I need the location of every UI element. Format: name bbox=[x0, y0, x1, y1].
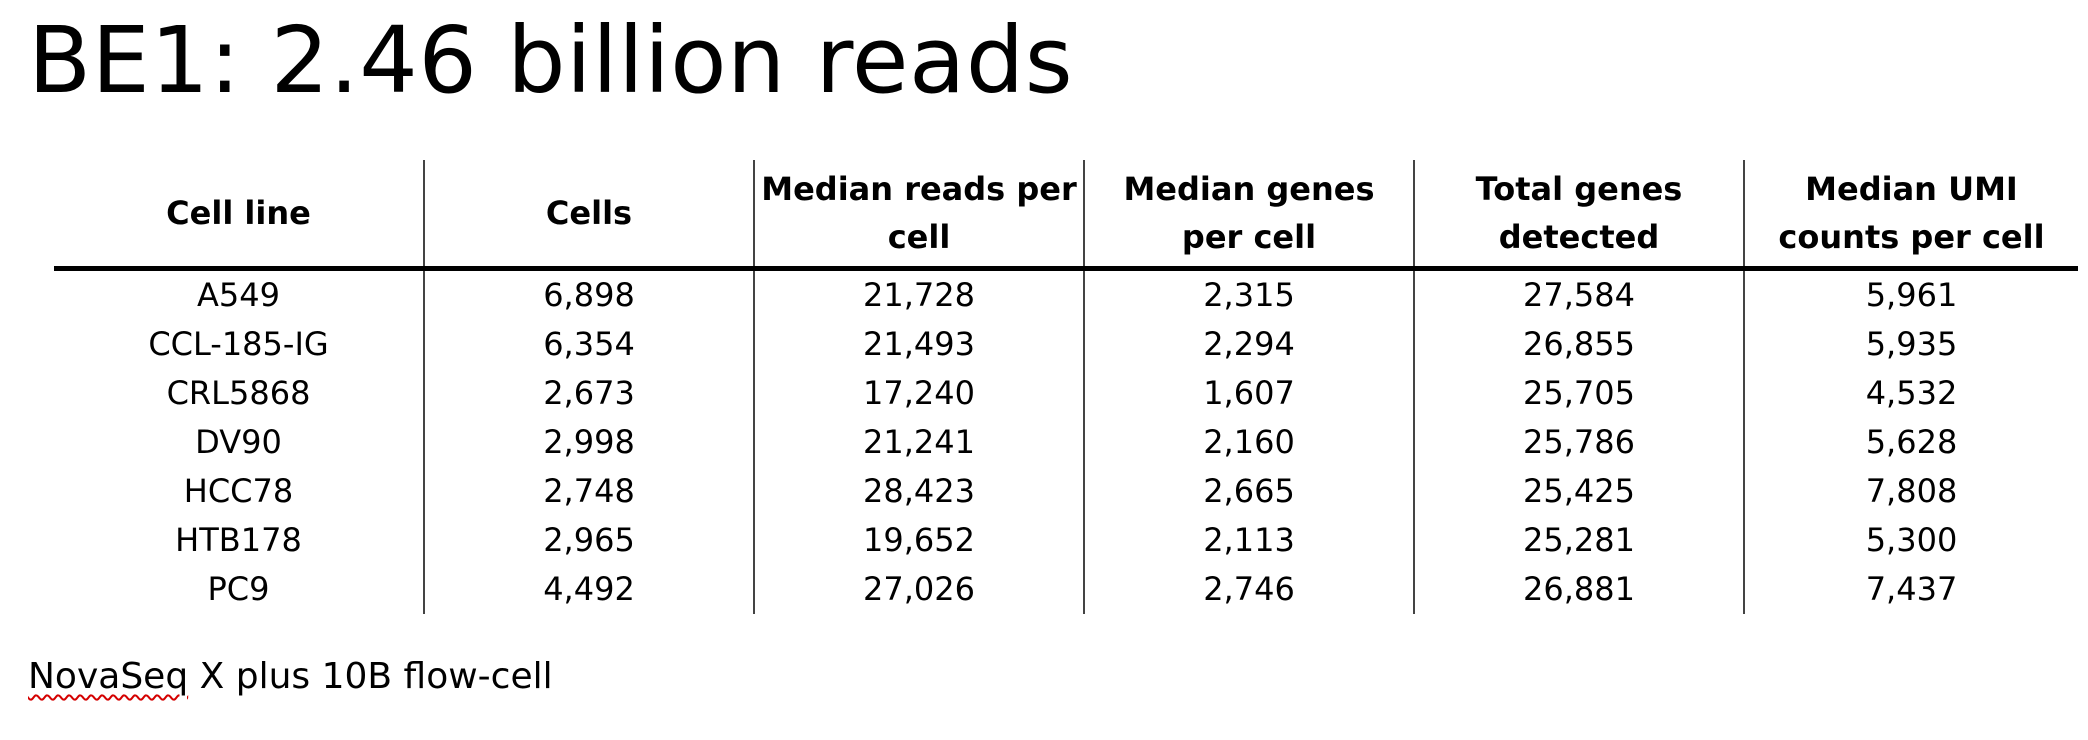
total-genes-value: 25,786 bbox=[1413, 418, 1744, 467]
stats-table-container: Cell line Cells Median reads per cell Me… bbox=[54, 160, 2078, 614]
median-umi-value: 7,808 bbox=[1743, 467, 2078, 516]
table-row: HCC78 2,748 28,423 2,665 25,425 7,808 bbox=[54, 467, 2078, 516]
header-median-genes-per-cell: Median genes per cell bbox=[1083, 160, 1414, 271]
median-reads-value: 28,423 bbox=[753, 467, 1084, 516]
total-genes-value: 25,425 bbox=[1413, 467, 1744, 516]
cells-value: 2,673 bbox=[423, 369, 754, 418]
median-reads-value: 21,241 bbox=[753, 418, 1084, 467]
median-reads-value: 21,728 bbox=[753, 268, 1084, 320]
table-row: A549 6,898 21,728 2,315 27,584 5,961 bbox=[54, 268, 2078, 320]
cell-line: CCL-185-IG bbox=[148, 325, 329, 363]
footnote: NovaSeq X plus 10B flow-cell bbox=[28, 655, 553, 699]
table-header: Cell line Cells Median reads per cell Me… bbox=[54, 160, 2078, 271]
median-reads-value: 27,026 bbox=[753, 565, 1084, 614]
cells-value: 6,898 bbox=[423, 268, 754, 320]
total-genes-value: 25,281 bbox=[1413, 516, 1744, 565]
table-row: CRL5868 2,673 17,240 1,607 25,705 4,532 bbox=[54, 369, 2078, 418]
total-genes-value: 26,855 bbox=[1413, 320, 1744, 369]
cells-value: 4,492 bbox=[423, 565, 754, 614]
header-total-genes-detected: Total genes detected bbox=[1413, 160, 1744, 271]
header-cell-line: Cell line bbox=[54, 160, 424, 271]
median-genes-value: 2,746 bbox=[1083, 565, 1414, 614]
table-header-row: Cell line Cells Median reads per cell Me… bbox=[54, 160, 2078, 271]
table-row: PC9 4,492 27,026 2,746 26,881 7,437 bbox=[54, 565, 2078, 614]
cells-value: 2,998 bbox=[423, 418, 754, 467]
median-genes-value: 2,294 bbox=[1083, 320, 1414, 369]
cells-value: 2,748 bbox=[423, 467, 754, 516]
median-genes-value: 2,665 bbox=[1083, 467, 1414, 516]
slide-title: BE1: 2.46 billion reads bbox=[28, 7, 1074, 114]
median-umi-value: 4,532 bbox=[1743, 369, 2078, 418]
cells-value: 2,965 bbox=[423, 516, 754, 565]
header-median-umi-counts-per-cell: Median UMI counts per cell bbox=[1743, 160, 2078, 271]
total-genes-value: 25,705 bbox=[1413, 369, 1744, 418]
median-reads-value: 17,240 bbox=[753, 369, 1084, 418]
table-row: DV90 2,998 21,241 2,160 25,786 5,628 bbox=[54, 418, 2078, 467]
median-reads-value: 19,652 bbox=[753, 516, 1084, 565]
median-umi-value: 5,961 bbox=[1743, 268, 2078, 320]
median-reads-value: 21,493 bbox=[753, 320, 1084, 369]
median-umi-value: 5,300 bbox=[1743, 516, 2078, 565]
median-genes-value: 2,160 bbox=[1083, 418, 1414, 467]
cell-line: CRL5868 bbox=[166, 374, 311, 412]
median-umi-value: 5,628 bbox=[1743, 418, 2078, 467]
median-umi-value: 7,437 bbox=[1743, 565, 2078, 614]
spellcheck-flagged-word[interactable]: NovaSeq bbox=[28, 656, 189, 697]
cells-value: 6,354 bbox=[423, 320, 754, 369]
cell-line: DV90 bbox=[195, 423, 282, 461]
cell-line: PC9 bbox=[207, 570, 270, 608]
cell-line: A549 bbox=[197, 276, 280, 314]
footnote-text: X plus 10B flow-cell bbox=[188, 656, 553, 697]
header-cells: Cells bbox=[423, 160, 754, 271]
cell-line: HTB178 bbox=[175, 521, 302, 559]
median-genes-value: 1,607 bbox=[1083, 369, 1414, 418]
median-genes-value: 2,315 bbox=[1083, 268, 1414, 320]
table-body: A549 6,898 21,728 2,315 27,584 5,961 CCL… bbox=[54, 268, 2078, 614]
table-row: CCL-185-IG 6,354 21,493 2,294 26,855 5,9… bbox=[54, 320, 2078, 369]
total-genes-value: 26,881 bbox=[1413, 565, 1744, 614]
cell-line: HCC78 bbox=[183, 472, 294, 510]
header-median-reads-per-cell: Median reads per cell bbox=[753, 160, 1084, 271]
table-row: HTB178 2,965 19,652 2,113 25,281 5,300 bbox=[54, 516, 2078, 565]
total-genes-value: 27,584 bbox=[1413, 268, 1744, 320]
median-umi-value: 5,935 bbox=[1743, 320, 2078, 369]
median-genes-value: 2,113 bbox=[1083, 516, 1414, 565]
stats-table: Cell line Cells Median reads per cell Me… bbox=[54, 160, 2078, 614]
